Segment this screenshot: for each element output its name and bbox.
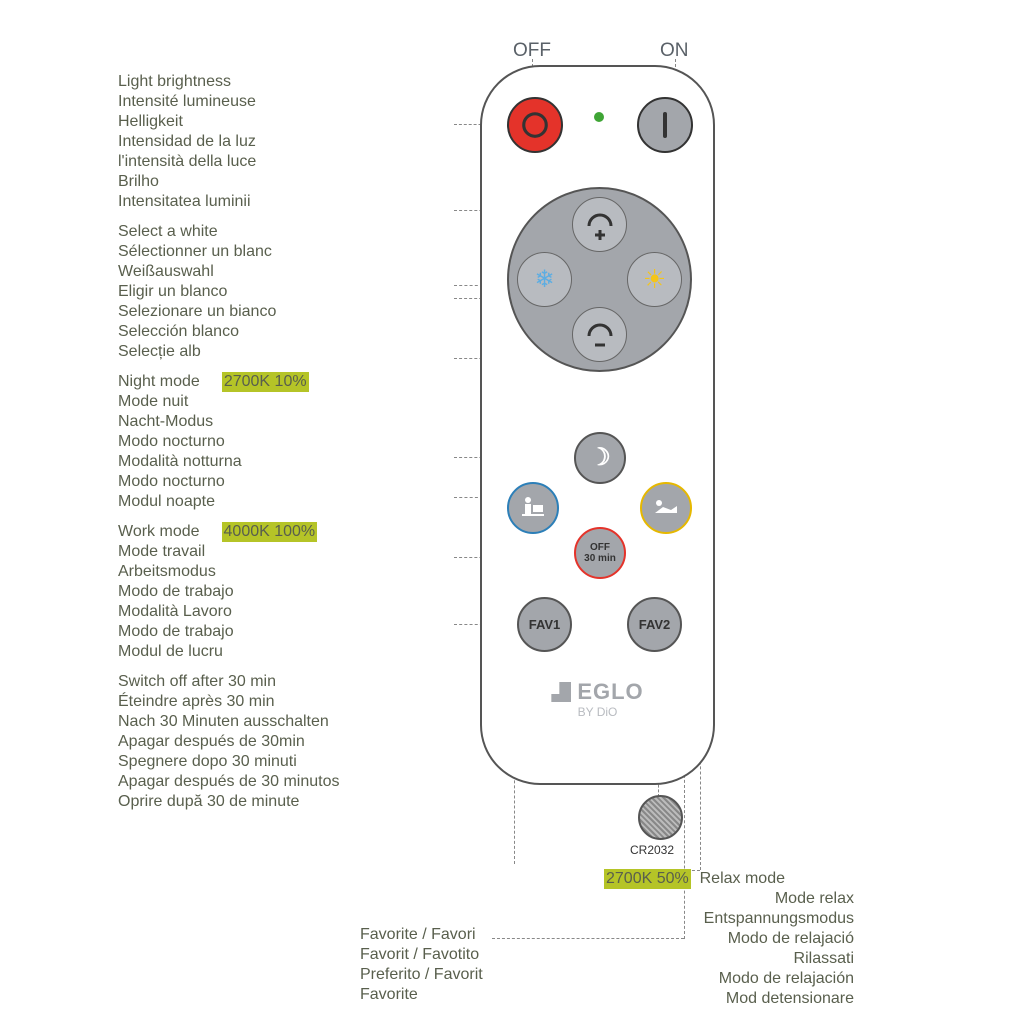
timer-button[interactable]: OFF30 min (574, 527, 626, 579)
off-button[interactable] (507, 97, 563, 153)
work-group: Work mode4000K 100%Mode travailArbeitsmo… (118, 522, 458, 662)
snowflake-icon: ❄ (534, 265, 554, 294)
relax-group: 2700K 50% Relax modeMode relaxEntspannun… (604, 869, 914, 1009)
battery-label: CR2032 (630, 843, 674, 857)
on-icon (663, 112, 667, 138)
dim-plus-icon (583, 208, 617, 242)
fav1-button[interactable]: FAV1 (517, 597, 572, 652)
timer-group: Switch off after 30 minÉteindre après 30… (118, 672, 458, 812)
brightness-group: Light brightnessIntensité lumineuseHelli… (118, 72, 458, 212)
night-group: Night mode2700K 10%Mode nuitNacht-ModusM… (118, 372, 458, 512)
work-mode-button[interactable] (507, 482, 559, 534)
on-button[interactable] (637, 97, 693, 153)
warm-white-button[interactable]: ☀ (627, 252, 682, 307)
status-led (594, 112, 604, 122)
moon-icon: ☽ (589, 445, 611, 471)
eglo-icon (551, 682, 571, 702)
battery-icon (638, 795, 683, 840)
brightness-up-button[interactable] (572, 197, 627, 252)
sun-icon: ☀ (643, 264, 666, 295)
brightness-down-button[interactable] (572, 307, 627, 362)
relax-mode-button[interactable] (640, 482, 692, 534)
mode-buttons: ☽ OFF30 min (502, 432, 697, 562)
brand-logo: EGLO (482, 679, 713, 705)
brand-sub: BY DiO (482, 705, 713, 719)
relax-icon (651, 493, 681, 523)
timer-label: OFF30 min (584, 542, 616, 564)
dpad: ❄ ☀ (507, 187, 692, 372)
fav2-button[interactable]: FAV2 (627, 597, 682, 652)
work-icon (518, 493, 548, 523)
cool-white-button[interactable]: ❄ (517, 252, 572, 307)
left-labels: Light brightnessIntensité lumineuseHelli… (118, 72, 458, 822)
leader (675, 59, 676, 67)
night-mode-button[interactable]: ☽ (574, 432, 626, 484)
favorite-buttons: FAV1 FAV2 (507, 597, 692, 652)
dim-minus-icon (583, 318, 617, 352)
fav-group: Favorite / FavoriFavorit / FavotitoPrefe… (360, 925, 483, 1005)
remote-diagram: OFF ON ❄ ☀ ☽ (0, 0, 1024, 1024)
remote-body: ❄ ☀ ☽ OFF30 min FAV1 FAV2 EGLO BY DiO (480, 65, 715, 785)
white-group: Select a whiteSélectionner un blancWeißa… (118, 222, 458, 362)
power-icon (520, 110, 550, 140)
